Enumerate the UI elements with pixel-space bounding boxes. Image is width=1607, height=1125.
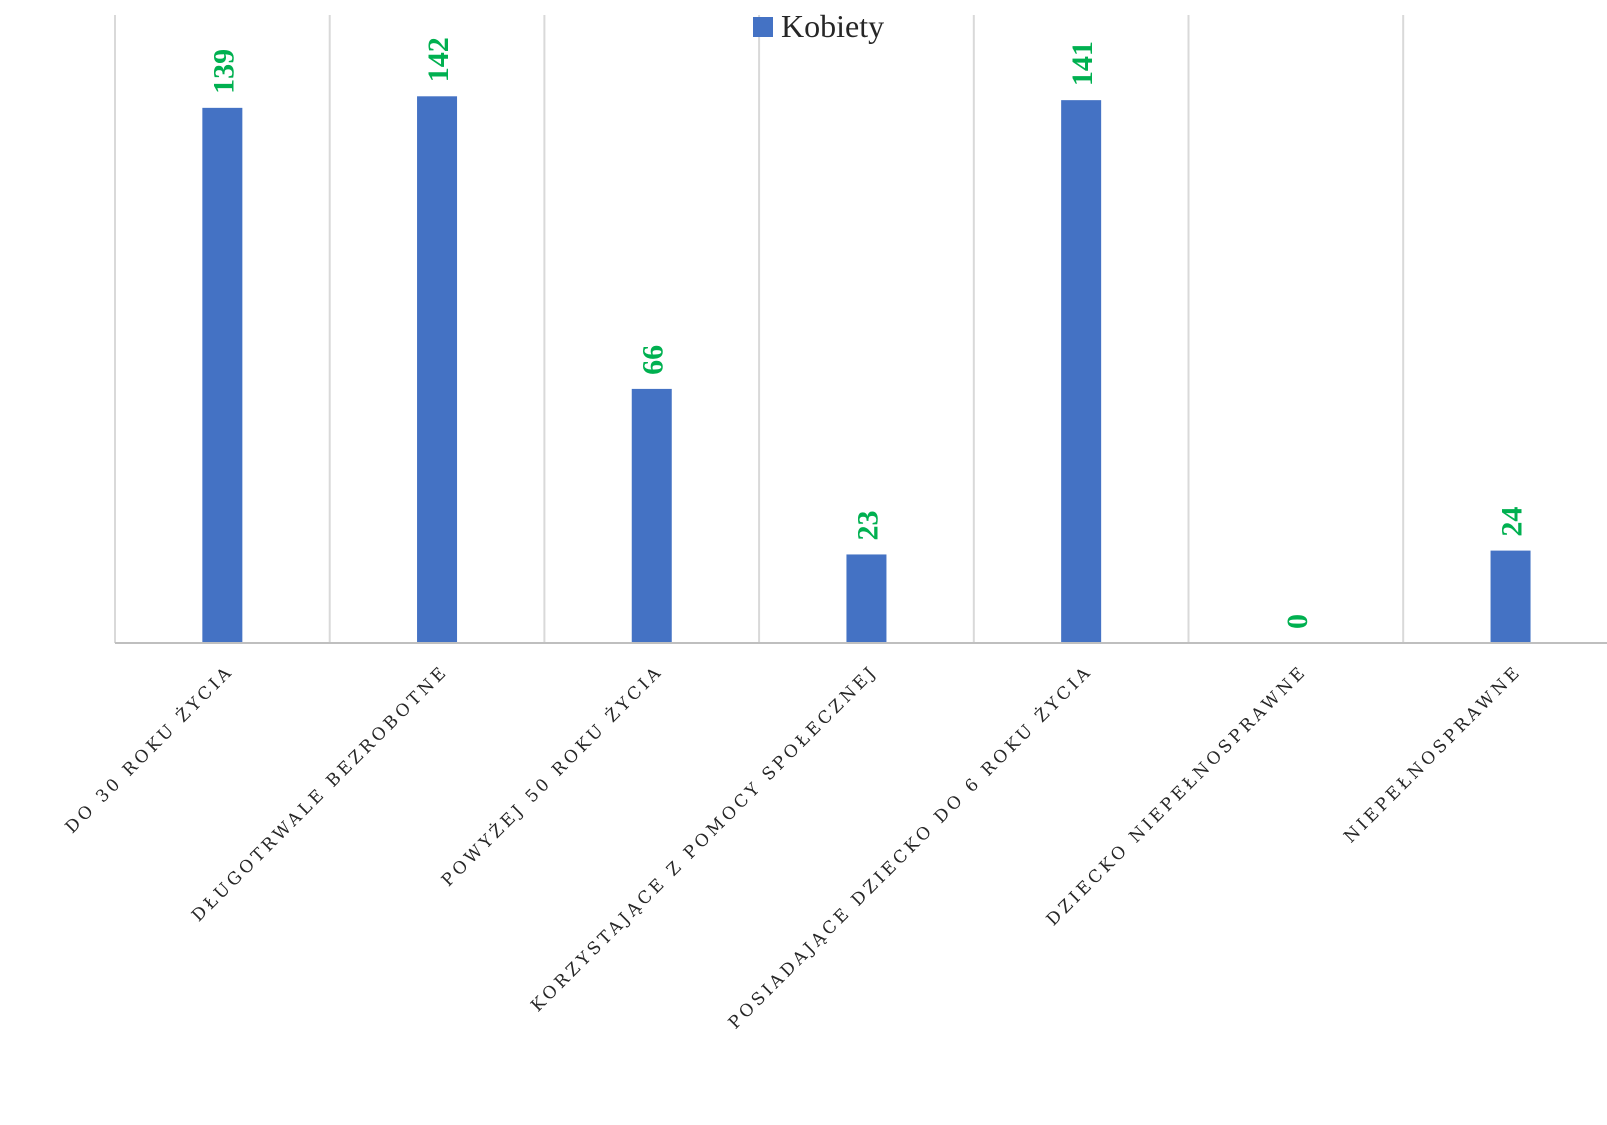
data-label: 141 <box>1066 41 1099 86</box>
bar <box>1490 550 1531 643</box>
gridlines <box>114 15 1405 643</box>
data-label: 66 <box>637 345 670 375</box>
data-label: 24 <box>1496 507 1529 537</box>
data-labels: 139 142 66 23 141 0 24 <box>207 37 1528 629</box>
bar <box>846 554 887 643</box>
legend-entry-kobiety: Kobiety <box>781 8 884 44</box>
bars <box>202 96 1531 644</box>
data-label: 23 <box>851 510 884 540</box>
bar <box>631 388 672 643</box>
bar <box>202 107 243 644</box>
bar <box>417 96 458 644</box>
category-label: NIEPEŁNOSPRAWNE <box>1340 661 1526 847</box>
legend-swatch <box>753 17 773 37</box>
data-label: 0 <box>1281 614 1314 629</box>
data-label: 139 <box>207 49 240 94</box>
legend: Kobiety <box>753 8 884 44</box>
category-label: DŁUGOTRWALE BEZROBOTNE <box>188 661 453 926</box>
category-label: DO 30 ROKU ŻYCIA <box>61 661 238 838</box>
bar <box>1061 100 1102 643</box>
category-label: DZIECKO NIEPEŁNOSPRAWNE <box>1043 661 1312 930</box>
category-label: POSIADAJĄCE DZIECKO DO 6 ROKU ŻYCIA <box>724 661 1097 1034</box>
data-label: 142 <box>422 37 455 82</box>
category-label: KORZYSTAJĄCE Z POMOCY SPOŁECZNEJ <box>527 661 882 1016</box>
category-label: POWYŻEJ 50 ROKU ŻYCIA <box>437 661 667 891</box>
